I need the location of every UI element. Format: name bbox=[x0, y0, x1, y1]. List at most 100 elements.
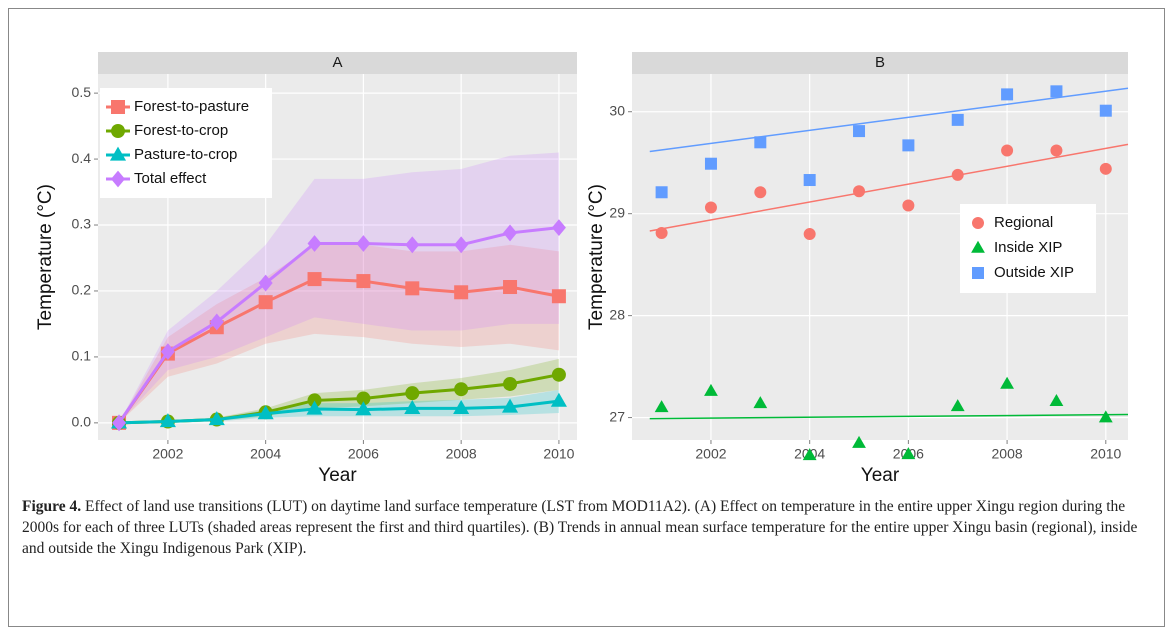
y-tick-label: 0.1 bbox=[72, 348, 92, 364]
x-tick-label: 2002 bbox=[695, 446, 726, 462]
marker bbox=[257, 405, 274, 420]
trend-line bbox=[649, 413, 1129, 420]
marker bbox=[111, 170, 125, 188]
marker bbox=[454, 285, 469, 300]
marker bbox=[951, 113, 964, 126]
legend-label: Outside XIP bbox=[994, 264, 1074, 281]
marker bbox=[551, 289, 566, 304]
marker bbox=[356, 391, 371, 406]
caption-label: Figure 4. bbox=[22, 498, 82, 515]
marker bbox=[1001, 88, 1014, 101]
marker bbox=[971, 240, 985, 253]
marker bbox=[655, 186, 668, 199]
y-tick-label: 0.5 bbox=[72, 84, 92, 100]
y-tick-label: 0.2 bbox=[72, 282, 92, 298]
marker bbox=[704, 201, 717, 214]
marker bbox=[1099, 162, 1112, 175]
marker bbox=[704, 383, 718, 396]
marker bbox=[802, 448, 817, 461]
marker bbox=[704, 157, 717, 170]
y-tick-label: 27 bbox=[609, 408, 625, 424]
marker bbox=[550, 392, 567, 407]
marker bbox=[258, 274, 273, 292]
marker bbox=[654, 400, 669, 413]
series-line bbox=[118, 399, 560, 425]
marker bbox=[1050, 144, 1063, 157]
panel-label: B bbox=[875, 54, 885, 71]
marker bbox=[307, 235, 322, 252]
marker bbox=[503, 376, 518, 391]
marker bbox=[950, 399, 965, 412]
marker bbox=[209, 313, 224, 331]
x-tick-label: 2008 bbox=[446, 446, 477, 462]
quartile-ribbon bbox=[119, 389, 559, 423]
y-axis-label: Temperature (°C) bbox=[35, 184, 56, 330]
marker bbox=[902, 139, 915, 152]
marker bbox=[501, 398, 519, 413]
y-axis-label: Temperature (°C) bbox=[586, 184, 607, 330]
marker bbox=[405, 386, 420, 401]
marker bbox=[1098, 410, 1113, 423]
marker bbox=[754, 136, 767, 149]
y-tick-label: 0.3 bbox=[72, 216, 92, 232]
marker bbox=[852, 435, 866, 448]
marker bbox=[972, 217, 984, 229]
strip bbox=[98, 52, 577, 74]
y-tick-label: 28 bbox=[609, 306, 625, 322]
trend-line bbox=[649, 87, 1129, 153]
marker bbox=[753, 396, 768, 409]
marker bbox=[111, 124, 125, 138]
marker bbox=[951, 168, 964, 181]
marker bbox=[111, 100, 125, 114]
x-tick-label: 2002 bbox=[152, 446, 183, 462]
marker bbox=[853, 125, 866, 138]
marker bbox=[355, 401, 372, 416]
marker bbox=[551, 219, 566, 237]
marker bbox=[404, 399, 421, 414]
legend-label: Regional bbox=[994, 214, 1053, 231]
marker bbox=[803, 228, 816, 241]
marker bbox=[972, 267, 984, 279]
legend-label: Forest-to-pasture bbox=[134, 98, 249, 115]
marker bbox=[803, 174, 816, 187]
marker bbox=[405, 281, 420, 296]
y-tick-label: 0.4 bbox=[72, 150, 92, 166]
figure-border bbox=[8, 8, 1165, 627]
marker bbox=[655, 227, 668, 240]
marker bbox=[1001, 144, 1014, 157]
marker bbox=[454, 382, 469, 397]
x-tick-label: 2006 bbox=[348, 446, 379, 462]
quartile-ribbon bbox=[119, 358, 559, 423]
marker bbox=[1099, 104, 1112, 117]
marker bbox=[109, 146, 127, 161]
marker bbox=[258, 295, 273, 310]
marker bbox=[356, 235, 371, 252]
legend-label: Inside XIP bbox=[994, 239, 1062, 256]
legend-label: Forest-to-crop bbox=[134, 122, 228, 139]
marker bbox=[853, 185, 866, 198]
marker bbox=[754, 186, 767, 199]
legend-label: Pasture-to-crop bbox=[134, 146, 237, 163]
y-tick-label: 0.0 bbox=[72, 414, 92, 430]
series-line bbox=[117, 226, 560, 424]
marker bbox=[1050, 85, 1063, 98]
x-tick-label: 2010 bbox=[1090, 446, 1121, 462]
marker bbox=[901, 447, 916, 460]
marker bbox=[551, 367, 566, 382]
marker bbox=[112, 414, 127, 432]
quartile-ribbon bbox=[119, 152, 559, 423]
marker bbox=[160, 343, 175, 361]
marker bbox=[902, 199, 915, 212]
strip bbox=[632, 52, 1128, 74]
x-axis-label: Year bbox=[318, 465, 357, 486]
x-tick-label: 2008 bbox=[992, 446, 1023, 462]
marker bbox=[159, 413, 176, 428]
caption-text: Effect of land use transitions (LUT) on … bbox=[22, 498, 1138, 557]
y-tick-label: 30 bbox=[609, 102, 625, 118]
caption: Figure 4. Effect of land use transitions… bbox=[22, 496, 1152, 559]
marker bbox=[453, 399, 470, 414]
quartile-ribbon bbox=[119, 244, 559, 423]
marker bbox=[307, 272, 322, 287]
